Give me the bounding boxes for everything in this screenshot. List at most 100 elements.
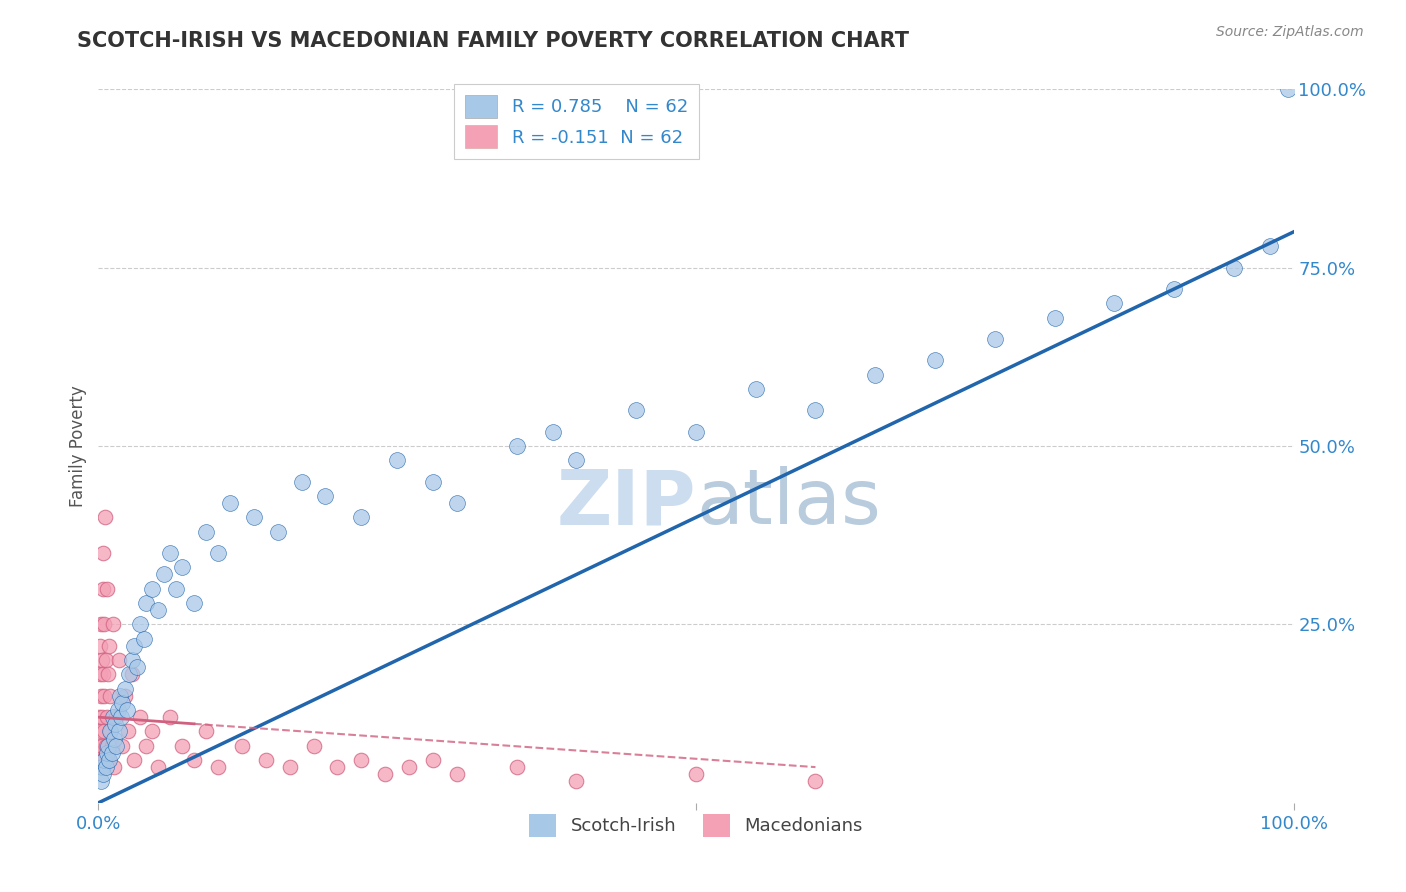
Point xyxy=(267,524,290,539)
Point xyxy=(121,653,143,667)
Point xyxy=(172,560,194,574)
Point xyxy=(148,760,170,774)
Point xyxy=(183,596,205,610)
Point xyxy=(107,653,129,667)
Point xyxy=(93,689,115,703)
Point xyxy=(148,603,170,617)
Point xyxy=(374,767,396,781)
Point xyxy=(207,546,229,560)
Point xyxy=(111,739,134,753)
Point xyxy=(565,774,588,789)
Point xyxy=(135,739,157,753)
Text: atlas: atlas xyxy=(696,467,880,540)
Point xyxy=(97,753,120,767)
Point xyxy=(114,681,136,696)
Point xyxy=(315,489,337,503)
Point xyxy=(195,724,218,739)
Point xyxy=(446,496,468,510)
Point xyxy=(90,774,112,789)
Point xyxy=(243,510,266,524)
Point xyxy=(121,667,143,681)
Point xyxy=(91,667,114,681)
Point xyxy=(97,667,120,681)
Point xyxy=(93,753,115,767)
Point xyxy=(183,753,205,767)
Point xyxy=(506,439,529,453)
Point xyxy=(103,760,125,774)
Point xyxy=(93,546,115,560)
Point xyxy=(91,767,114,781)
Point xyxy=(101,617,124,632)
Point xyxy=(93,617,115,632)
Point xyxy=(90,746,112,760)
Point xyxy=(1223,260,1246,275)
Point xyxy=(984,332,1007,346)
Point xyxy=(91,753,114,767)
Point xyxy=(195,524,218,539)
Point xyxy=(115,703,138,717)
Point xyxy=(1163,282,1185,296)
Point xyxy=(100,739,122,753)
Point xyxy=(94,760,117,774)
Point xyxy=(118,667,141,681)
Text: ZIP: ZIP xyxy=(557,467,696,540)
Point xyxy=(745,382,768,396)
Y-axis label: Family Poverty: Family Poverty xyxy=(69,385,87,507)
Point xyxy=(172,739,194,753)
Point xyxy=(141,582,163,596)
Point xyxy=(278,760,301,774)
Point xyxy=(124,639,146,653)
Point xyxy=(159,546,181,560)
Point xyxy=(153,567,176,582)
Point xyxy=(541,425,564,439)
Point xyxy=(98,689,122,703)
Point xyxy=(110,710,132,724)
Point xyxy=(350,510,373,524)
Point xyxy=(326,760,349,774)
Point xyxy=(89,739,111,753)
Point xyxy=(96,746,118,760)
Point xyxy=(105,710,128,724)
Legend: Scotch-Irish, Macedonians: Scotch-Irish, Macedonians xyxy=(522,807,870,844)
Point xyxy=(685,425,707,439)
Point xyxy=(865,368,887,382)
Point xyxy=(98,724,121,739)
Point xyxy=(90,710,112,724)
Point xyxy=(104,717,127,731)
Point xyxy=(89,667,111,681)
Point xyxy=(125,660,148,674)
Point xyxy=(101,710,124,724)
Point xyxy=(924,353,946,368)
Point xyxy=(91,760,114,774)
Point xyxy=(96,653,118,667)
Point xyxy=(91,739,114,753)
Point xyxy=(89,760,111,774)
Point xyxy=(105,739,128,753)
Point xyxy=(117,724,139,739)
Point xyxy=(398,760,420,774)
Point xyxy=(124,753,146,767)
Point xyxy=(1104,296,1126,310)
Point xyxy=(107,703,129,717)
Point xyxy=(129,710,152,724)
Point xyxy=(302,739,325,753)
Point xyxy=(129,617,152,632)
Point xyxy=(159,710,181,724)
Point xyxy=(94,739,117,753)
Point xyxy=(1043,310,1066,325)
Point xyxy=(1258,239,1281,253)
Point xyxy=(96,582,118,596)
Point xyxy=(114,689,136,703)
Point xyxy=(385,453,409,467)
Point xyxy=(90,689,112,703)
Point xyxy=(506,760,529,774)
Point xyxy=(219,496,242,510)
Point xyxy=(685,767,707,781)
Point xyxy=(141,724,163,739)
Point xyxy=(94,510,117,524)
Point xyxy=(1277,82,1299,96)
Point xyxy=(91,582,114,596)
Point xyxy=(108,689,131,703)
Point xyxy=(100,746,122,760)
Point xyxy=(422,753,444,767)
